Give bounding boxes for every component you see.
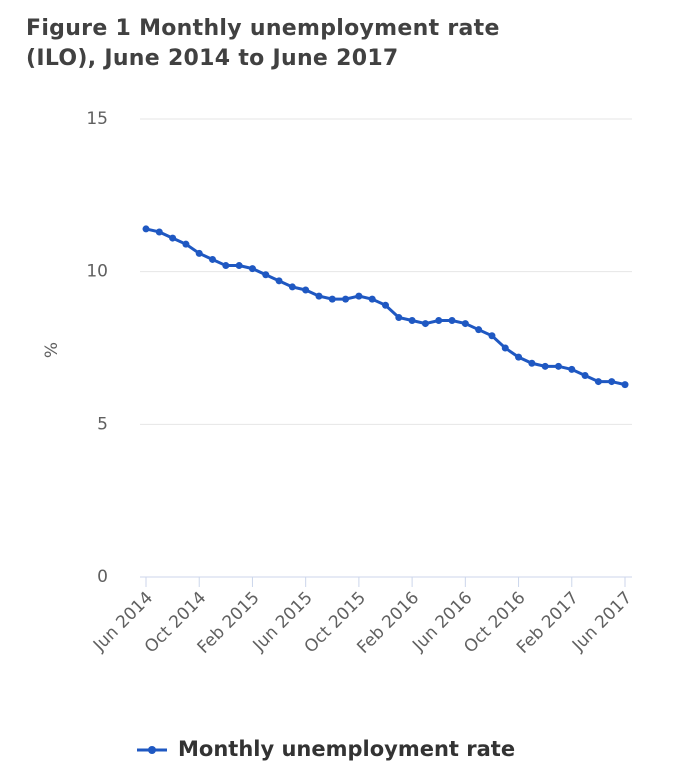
point	[302, 286, 310, 294]
point	[461, 320, 469, 328]
point	[155, 228, 163, 236]
y-tick-label: 15	[86, 109, 108, 129]
y-tick-label: 10	[86, 262, 108, 282]
point	[262, 271, 270, 279]
point	[235, 262, 243, 270]
point	[355, 292, 363, 300]
point	[275, 277, 283, 285]
point	[408, 317, 416, 325]
point	[328, 295, 336, 303]
y-axis-label: %	[42, 342, 62, 358]
point	[435, 317, 443, 325]
point	[488, 332, 496, 340]
point	[169, 234, 177, 242]
point	[209, 255, 217, 263]
point	[182, 240, 190, 248]
point	[288, 283, 296, 291]
point	[195, 249, 203, 257]
point	[554, 362, 562, 370]
point	[315, 292, 323, 300]
point	[475, 326, 483, 334]
y-tick-label: 5	[97, 414, 108, 434]
point	[222, 262, 230, 270]
point	[448, 317, 456, 325]
point	[382, 301, 389, 309]
legend-symbol-dot	[148, 746, 156, 754]
point	[515, 353, 523, 361]
point	[621, 381, 629, 389]
point	[594, 378, 602, 386]
point	[368, 295, 376, 303]
point	[541, 362, 549, 370]
point	[395, 313, 403, 321]
point	[248, 265, 256, 273]
point	[142, 225, 150, 233]
point	[421, 320, 429, 328]
point	[528, 359, 536, 367]
legend-label: Monthly unemployment rate	[178, 737, 515, 761]
point	[342, 295, 350, 303]
point	[608, 378, 616, 386]
point	[501, 344, 509, 352]
chart-title: Figure 1 Monthly unemployment rate (ILO)…	[26, 16, 500, 71]
point	[581, 371, 589, 379]
y-tick-label: 0	[97, 567, 108, 587]
point	[568, 365, 576, 373]
